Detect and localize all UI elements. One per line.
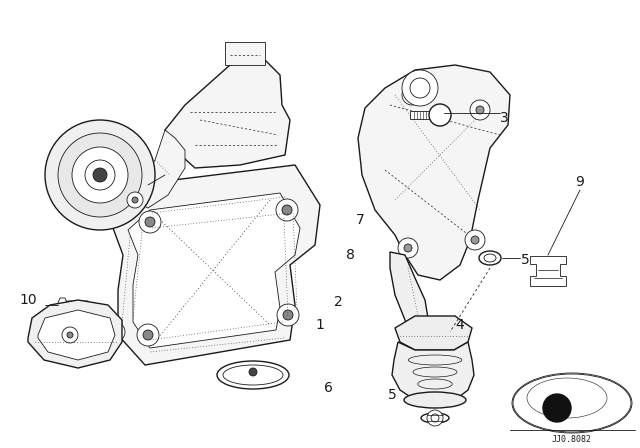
Circle shape	[143, 330, 153, 340]
Circle shape	[431, 414, 439, 422]
Text: 9: 9	[575, 175, 584, 189]
Polygon shape	[38, 310, 115, 360]
Circle shape	[137, 324, 159, 346]
Circle shape	[93, 168, 107, 182]
Polygon shape	[128, 193, 300, 348]
Circle shape	[402, 85, 422, 105]
Circle shape	[276, 199, 298, 221]
Circle shape	[85, 160, 115, 190]
Circle shape	[543, 394, 571, 422]
Text: 7: 7	[356, 213, 364, 227]
Polygon shape	[57, 298, 68, 312]
Polygon shape	[530, 256, 566, 286]
Circle shape	[132, 197, 138, 203]
Circle shape	[277, 304, 299, 326]
Text: 4: 4	[456, 318, 465, 332]
Circle shape	[476, 106, 484, 114]
Circle shape	[408, 91, 416, 99]
Circle shape	[67, 332, 73, 338]
Circle shape	[427, 410, 443, 426]
Polygon shape	[410, 111, 434, 119]
Circle shape	[62, 327, 78, 343]
Circle shape	[58, 133, 142, 217]
Circle shape	[283, 310, 293, 320]
Circle shape	[111, 328, 119, 336]
Polygon shape	[225, 42, 265, 65]
Ellipse shape	[404, 392, 466, 408]
Text: 6: 6	[324, 381, 332, 395]
Text: 5: 5	[520, 253, 529, 267]
Circle shape	[402, 70, 438, 106]
Ellipse shape	[479, 251, 501, 265]
Circle shape	[145, 217, 155, 227]
Text: 3: 3	[500, 111, 508, 125]
Text: 10: 10	[19, 293, 37, 307]
Circle shape	[470, 100, 490, 120]
Text: JJ0.8082: JJ0.8082	[552, 435, 592, 444]
Circle shape	[404, 244, 412, 252]
Ellipse shape	[512, 373, 632, 433]
Polygon shape	[392, 342, 474, 404]
Text: 1: 1	[316, 318, 324, 332]
Text: 8: 8	[346, 248, 355, 262]
Polygon shape	[28, 300, 122, 368]
Text: 2: 2	[333, 295, 342, 309]
Circle shape	[249, 368, 257, 376]
Circle shape	[410, 78, 430, 98]
Circle shape	[45, 120, 155, 230]
Text: 5: 5	[388, 388, 396, 402]
Ellipse shape	[217, 361, 289, 389]
Circle shape	[139, 211, 161, 233]
Circle shape	[465, 230, 485, 250]
Circle shape	[398, 238, 418, 258]
Circle shape	[127, 192, 143, 208]
Polygon shape	[395, 316, 472, 350]
Polygon shape	[390, 252, 432, 348]
Circle shape	[72, 147, 128, 203]
Circle shape	[282, 205, 292, 215]
Polygon shape	[133, 130, 185, 208]
Circle shape	[105, 322, 125, 342]
Polygon shape	[358, 65, 510, 280]
Ellipse shape	[421, 413, 449, 423]
Polygon shape	[65, 301, 91, 309]
Polygon shape	[165, 60, 290, 168]
Circle shape	[429, 104, 451, 126]
Circle shape	[471, 236, 479, 244]
Polygon shape	[110, 165, 320, 365]
